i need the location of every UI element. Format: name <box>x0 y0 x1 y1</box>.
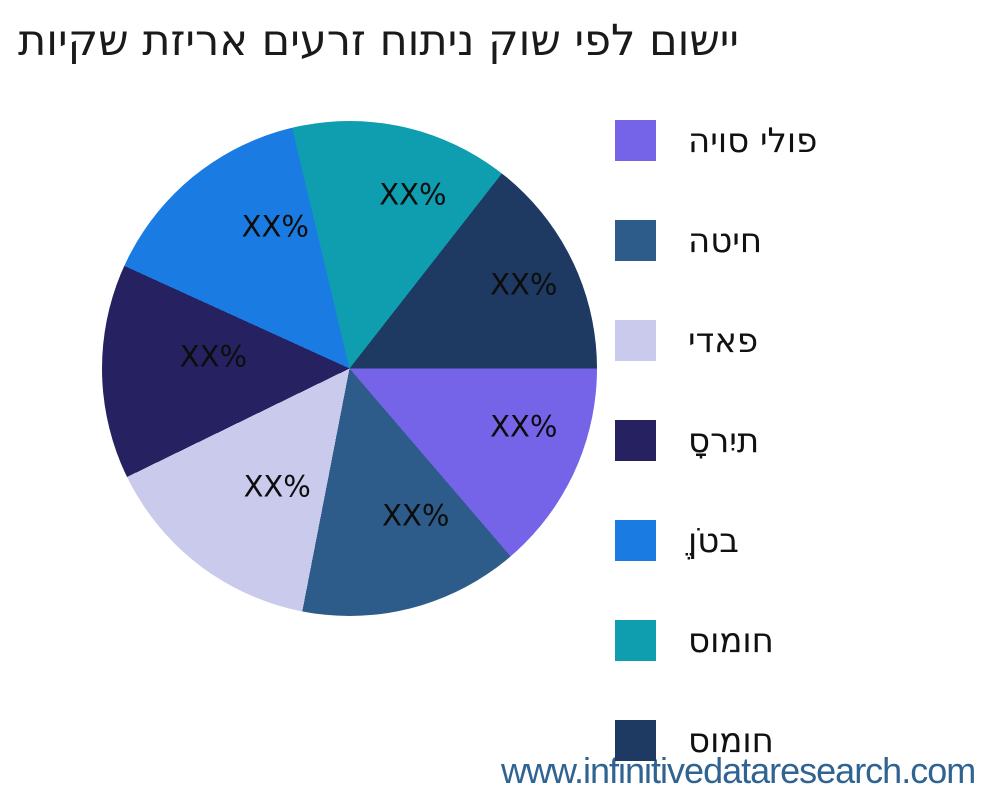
legend-row: הטיח <box>615 220 817 261</box>
legend-row: סומוח <box>615 720 817 761</box>
legend-row: סָריִת <box>615 420 817 461</box>
legend-label: סומוח <box>688 620 774 661</box>
slice-value-label: XX% <box>179 339 248 374</box>
legend-row: סומוח <box>615 620 817 661</box>
watermark-link: www.infinitivedataresearch.com <box>501 750 976 791</box>
pie-chart: XX% XX% XX% XX% XX% XX% XX% <box>102 121 597 616</box>
legend-label: ןֶטֹב <box>688 520 739 561</box>
slice-value-label: XX% <box>379 177 447 212</box>
slice-value-label: XX% <box>243 469 311 504</box>
legend-swatch <box>615 420 656 461</box>
legend-swatch <box>615 620 656 661</box>
legend-swatch <box>615 320 656 361</box>
legend-swatch <box>615 520 656 561</box>
legend-label: ידאפ <box>688 320 759 361</box>
legend: היוס ילופ הטיח ידאפ סָריִת ןֶטֹב סומוח סומוח <box>615 120 817 800</box>
legend-row: ןֶטֹב <box>615 520 817 561</box>
chart-title: תויקש תזירא םיערז חותינ קוש יפל םושיי <box>18 16 740 66</box>
legend-row: היוס ילופ <box>615 120 817 161</box>
slice-value-label: XX% <box>490 267 558 302</box>
slice-value-label: XX% <box>241 209 309 244</box>
legend-row: ידאפ <box>615 320 817 361</box>
legend-label: היוס ילופ <box>688 120 818 161</box>
legend-label: סומוח <box>688 720 774 761</box>
legend-label: סָריִת <box>688 420 760 461</box>
legend-label: הטיח <box>688 220 763 261</box>
slice-value-label: XX% <box>490 409 558 444</box>
legend-swatch <box>615 220 656 261</box>
legend-swatch <box>615 720 656 761</box>
slice-value-label: XX% <box>382 498 450 533</box>
legend-swatch <box>615 120 656 161</box>
